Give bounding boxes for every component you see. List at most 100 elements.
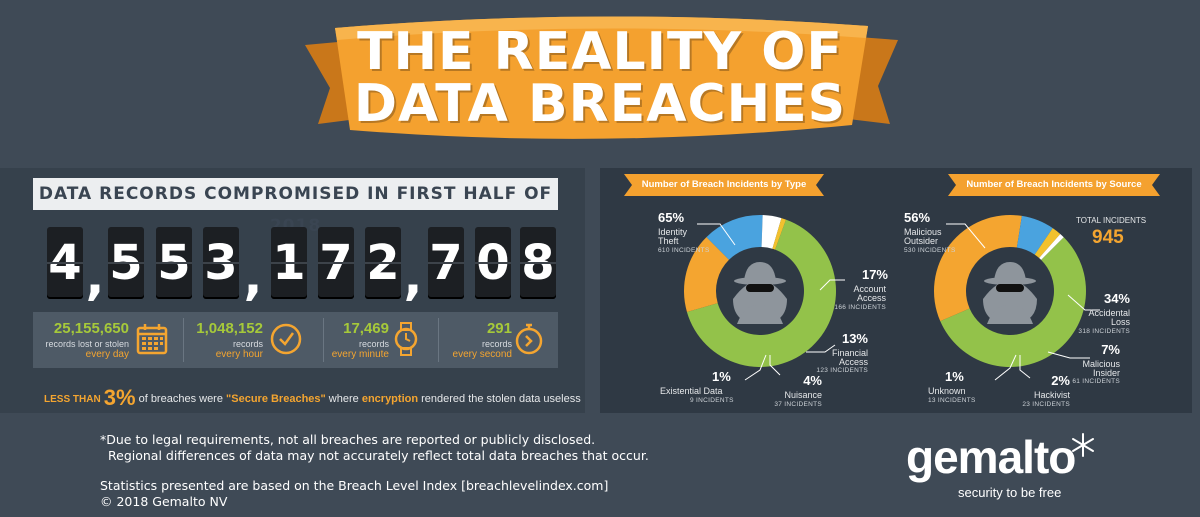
slice-percent: 34%: [1103, 291, 1130, 306]
slice-percent: 65%: [658, 210, 685, 225]
spy-icon: [733, 262, 787, 324]
records-title: DATA RECORDS COMPROMISED IN FIRST HALF O…: [33, 178, 558, 236]
slice-label: Unknown: [928, 386, 966, 396]
counter-digit: 3: [203, 227, 239, 299]
donut-slice: [706, 215, 763, 260]
secure-percent: 3%: [103, 385, 136, 410]
donut-slice: [772, 218, 786, 250]
ribbon-shape: [624, 174, 824, 196]
secure-text: rendered the stolen data useless: [418, 393, 581, 405]
stat-label: records: [358, 339, 389, 349]
slice-label: Access: [838, 357, 868, 367]
leader-lines: [697, 223, 1100, 381]
slice-label: Access: [856, 293, 886, 303]
copyright-line: © 2018 Gemalto NV: [100, 494, 228, 509]
source-line: Statistics presented are based on the Br…: [100, 478, 609, 493]
slice-label: Financial: [831, 348, 868, 358]
total-value: 945: [1092, 227, 1124, 248]
slice-label: Account: [853, 284, 886, 294]
slice-count: 530 INCIDENTS: [904, 247, 956, 254]
banner-line-1: THE REALITY OF: [357, 22, 843, 82]
secure-text: of breaches were: [135, 393, 227, 405]
slice-count: 37 INCIDENTS: [774, 401, 822, 408]
total-label: TOTAL INCIDENTS: [1076, 216, 1147, 225]
footnote-line-2: Regional differences of data may not acc…: [108, 448, 649, 463]
slice-percent: 13%: [841, 331, 868, 346]
donut-slice: [1034, 228, 1061, 258]
calendar-icon: [136, 324, 168, 355]
slice-label: Theft: [658, 236, 679, 246]
counter-digit: 7: [318, 227, 354, 299]
donut-slice: [686, 219, 836, 367]
slice-label: Accidental: [1088, 308, 1130, 318]
ribbon-shape: [948, 174, 1160, 196]
less-than: LESS THAN: [44, 394, 101, 405]
secure-quoted: "Secure Breaches": [226, 393, 326, 405]
slice-label: Existential Data: [660, 386, 723, 396]
counter-digit: 5: [156, 227, 192, 299]
counter-digit: 7: [428, 227, 464, 299]
counter-digit: 2: [365, 227, 401, 299]
slice-label: Identity: [658, 227, 688, 237]
title-banner: THE REALITY OF DATA BREACHES: [0, 0, 1200, 165]
counter-comma: ,: [403, 248, 423, 306]
clock-icon: [270, 323, 302, 355]
counter-digit: 0: [475, 227, 511, 299]
type-donut: [684, 215, 836, 367]
type-chart-title: Number of Breach Incidents by Type: [641, 179, 807, 190]
divider: [183, 318, 184, 362]
banner-ribbon: [305, 16, 898, 139]
slice-count: 123 INCIDENTS: [816, 367, 868, 374]
stat-label: records: [481, 339, 512, 349]
banner-line-2: DATA BREACHES: [353, 74, 847, 134]
stat-per-second: 291 records every second: [438, 312, 556, 368]
counter-digit: 5: [108, 227, 144, 299]
source-donut: [934, 215, 1086, 368]
counter-digit: 1: [271, 227, 307, 299]
spy-icon: [983, 262, 1037, 324]
slice-label: Hackivist: [1033, 390, 1070, 400]
watch-icon: [394, 322, 418, 356]
donut-slice: [934, 215, 1022, 322]
counter-comma: ,: [85, 248, 105, 306]
stat-per-hour: 1,048,152 records every hour: [183, 312, 313, 368]
slice-percent: 7%: [1101, 342, 1120, 357]
gemalto-logo: gemalto: [906, 431, 1076, 483]
slice-count: 166 INCIDENTS: [834, 304, 886, 311]
slice-label: Insider: [1092, 368, 1120, 378]
slice-count: 318 INCIDENTS: [1078, 328, 1130, 335]
slice-count: 13 INCIDENTS: [928, 397, 976, 404]
slice-label: Malicious: [1082, 359, 1120, 369]
slice-count: 61 INCIDENTS: [1072, 378, 1120, 385]
donut-slice: [761, 215, 782, 249]
slice-count: 9 INCIDENTS: [690, 397, 734, 404]
stat-label: records lost or stolen: [45, 339, 129, 349]
divider: [323, 318, 324, 362]
logo-tagline: security to be free: [958, 485, 1062, 500]
slice-count: 610 INCIDENTS: [658, 247, 710, 254]
stat-unit: every second: [452, 349, 512, 360]
slice-percent: 2%: [1051, 373, 1070, 388]
sparkle-icon: [1072, 433, 1094, 457]
stat-label: records: [232, 339, 263, 349]
stat-value: 1,048,152: [196, 320, 263, 337]
slice-label: Loss: [1110, 317, 1130, 327]
stat-value: 25,155,650: [53, 320, 129, 337]
stat-value: 17,469: [343, 320, 389, 337]
divider: [438, 318, 439, 362]
donut-slice: [1039, 233, 1064, 260]
counter-digit: 4: [47, 227, 83, 299]
slice-percent: 56%: [904, 210, 931, 225]
counter-comma: ,: [243, 248, 263, 306]
donut-slice: [1016, 215, 1053, 255]
source-chart-title: Number of Breach Incidents by Source: [966, 179, 1142, 190]
rate-stats: 25,155,650 records lost or stolen every …: [33, 312, 558, 368]
slice-count: 23 INCIDENTS: [1022, 401, 1070, 408]
stopwatch-icon: [515, 323, 543, 355]
stat-value: 291: [486, 320, 512, 337]
source-ribbon: Number of Breach Incidents by Source: [948, 174, 1160, 198]
slice-label: Nuisance: [784, 390, 822, 400]
stat-unit: every hour: [215, 349, 263, 360]
slice-label: Malicious: [904, 227, 942, 237]
